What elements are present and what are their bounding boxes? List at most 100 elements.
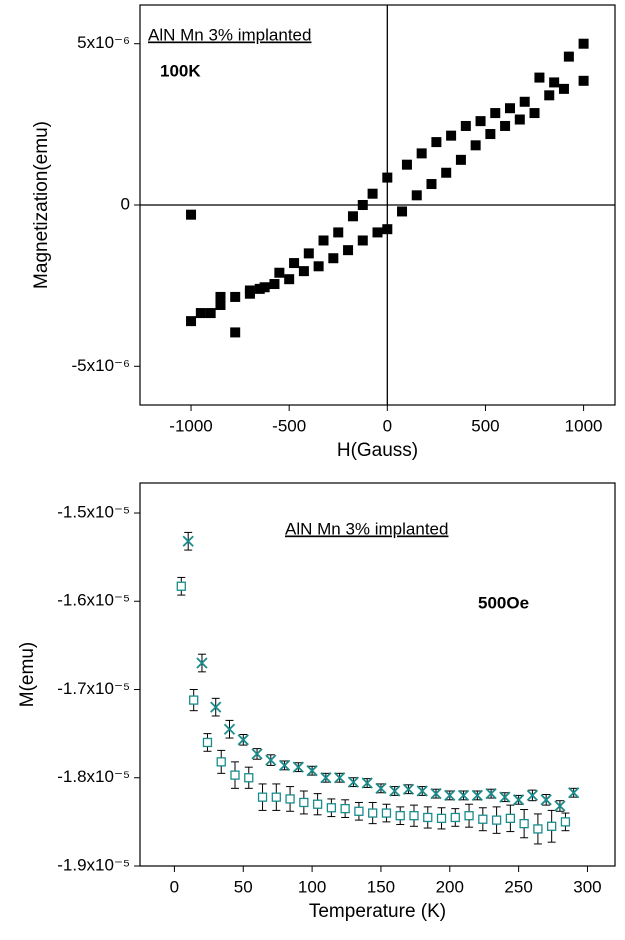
point bbox=[446, 130, 457, 141]
x-tick-label: 300 bbox=[573, 877, 601, 896]
x-tick-label: 250 bbox=[504, 877, 532, 896]
point bbox=[490, 108, 501, 119]
annotation: 500Oe bbox=[478, 593, 529, 612]
point bbox=[340, 803, 350, 814]
point bbox=[292, 761, 304, 773]
point bbox=[505, 813, 516, 823]
point bbox=[223, 723, 236, 735]
point bbox=[568, 787, 580, 799]
point bbox=[444, 789, 456, 802]
point bbox=[284, 274, 295, 285]
point bbox=[299, 797, 309, 808]
point bbox=[514, 114, 525, 125]
point bbox=[578, 38, 589, 49]
x-tick-label: 100 bbox=[298, 877, 326, 896]
point bbox=[450, 812, 460, 823]
point bbox=[554, 800, 566, 812]
y-tick-label: 0 bbox=[121, 194, 130, 213]
point bbox=[416, 148, 427, 159]
point bbox=[368, 808, 378, 818]
point bbox=[478, 814, 488, 824]
point bbox=[426, 179, 437, 190]
x-tick-label: 50 bbox=[234, 877, 253, 896]
point bbox=[457, 789, 470, 802]
point bbox=[306, 765, 318, 777]
point bbox=[334, 772, 346, 784]
point bbox=[195, 308, 206, 319]
point bbox=[397, 206, 408, 217]
point bbox=[436, 813, 447, 823]
point bbox=[367, 188, 378, 199]
x-axis-label: Temperature (K) bbox=[309, 901, 446, 922]
point bbox=[278, 759, 291, 772]
point bbox=[560, 817, 571, 827]
point bbox=[320, 772, 332, 784]
point bbox=[423, 812, 433, 823]
point bbox=[512, 794, 525, 806]
point bbox=[471, 789, 483, 802]
point bbox=[259, 282, 270, 293]
point bbox=[230, 291, 241, 302]
point bbox=[381, 808, 392, 818]
point bbox=[189, 695, 199, 705]
point bbox=[257, 792, 268, 802]
point bbox=[318, 235, 329, 246]
point bbox=[485, 787, 497, 800]
point bbox=[500, 120, 511, 131]
point bbox=[230, 327, 241, 338]
point bbox=[244, 285, 255, 296]
point bbox=[460, 120, 471, 131]
point bbox=[504, 103, 515, 114]
point bbox=[196, 657, 208, 669]
point bbox=[533, 824, 543, 834]
point bbox=[430, 787, 442, 800]
point bbox=[485, 129, 496, 140]
point bbox=[216, 757, 226, 767]
point bbox=[186, 209, 197, 220]
x-axis-label: H(Gauss) bbox=[337, 440, 418, 461]
y-axis-label: M(emu) bbox=[17, 642, 38, 707]
point bbox=[372, 227, 383, 238]
point bbox=[409, 811, 419, 821]
x-tick-label: 1000 bbox=[565, 416, 603, 435]
point bbox=[230, 770, 240, 780]
point bbox=[526, 789, 539, 802]
y-tick-label: 5x10⁻⁶ bbox=[77, 33, 130, 52]
x-tick-label: 0 bbox=[383, 416, 392, 435]
point bbox=[333, 227, 344, 238]
point bbox=[395, 811, 405, 821]
point bbox=[402, 783, 415, 795]
point bbox=[547, 821, 557, 831]
y-tick-label: -5x10⁻⁶ bbox=[72, 356, 131, 375]
point bbox=[347, 211, 358, 222]
point bbox=[534, 72, 545, 83]
x-tick-label: -1000 bbox=[169, 416, 212, 435]
point bbox=[401, 159, 412, 170]
point bbox=[205, 308, 216, 319]
point bbox=[303, 248, 314, 259]
point bbox=[558, 83, 569, 94]
point bbox=[328, 253, 339, 264]
point bbox=[313, 261, 324, 272]
point bbox=[544, 90, 555, 101]
annotation: AlN Mn 3% implanted bbox=[285, 519, 448, 538]
y-tick-label: -1.7x10⁻⁵ bbox=[57, 679, 130, 698]
point bbox=[361, 777, 373, 789]
y-tick-label: -1.5x10⁻⁵ bbox=[57, 502, 130, 521]
y-tick-label: -1.6x10⁻⁵ bbox=[57, 591, 130, 610]
point bbox=[519, 96, 530, 107]
point bbox=[298, 266, 309, 277]
point bbox=[312, 799, 323, 809]
plot-frame bbox=[139, 482, 616, 867]
x-tick-label: 200 bbox=[436, 877, 464, 896]
point bbox=[529, 108, 540, 119]
point bbox=[274, 267, 285, 278]
point bbox=[491, 815, 502, 825]
point bbox=[251, 748, 263, 760]
x-tick-label: 150 bbox=[367, 877, 395, 896]
point bbox=[357, 235, 368, 246]
point bbox=[176, 581, 186, 591]
point bbox=[475, 116, 486, 127]
point bbox=[215, 291, 226, 302]
